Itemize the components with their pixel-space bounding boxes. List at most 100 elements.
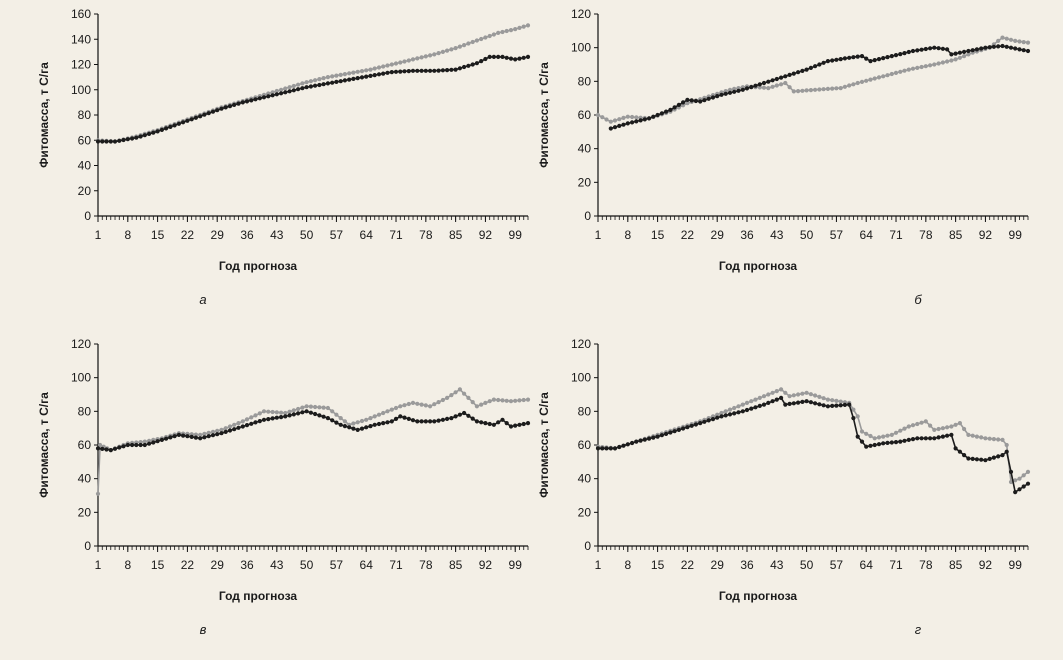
data-point-black	[270, 416, 275, 421]
data-point-black	[432, 68, 437, 73]
data-point-grey	[612, 118, 618, 123]
data-point-black	[508, 56, 514, 61]
data-point-black	[159, 127, 164, 132]
data-point-black	[800, 399, 805, 404]
data-point-grey	[385, 409, 390, 414]
data-point-grey	[1000, 35, 1005, 40]
data-point-black	[198, 436, 203, 441]
data-point-black	[385, 420, 390, 425]
data-point-black	[236, 425, 241, 430]
data-point-grey	[1004, 442, 1009, 448]
data-point-black	[749, 85, 754, 90]
data-point-grey	[428, 404, 433, 409]
data-point-black	[838, 403, 843, 408]
data-point-black	[283, 90, 288, 95]
data-point-grey	[513, 27, 518, 32]
y-tick-label: 60	[578, 438, 592, 452]
x-tick-label: 1	[595, 228, 602, 242]
data-point-grey	[625, 114, 630, 119]
data-point-black	[608, 126, 613, 131]
data-point-black	[655, 434, 660, 439]
data-point-grey	[902, 68, 907, 73]
data-point-black	[504, 55, 509, 60]
x-tick-label: 50	[800, 228, 814, 242]
data-point-black	[474, 419, 479, 424]
x-tick-label: 22	[681, 558, 695, 572]
data-point-black	[872, 442, 877, 448]
data-point-black	[325, 81, 330, 86]
y-tick-label: 40	[78, 159, 92, 173]
data-point-grey	[787, 394, 792, 399]
chart-svg: 0 20 40 60 80 100 120 1 8 15 22 29 36 43 50 57 64 71 78 85 9…	[37, 337, 531, 637]
data-point-black	[710, 95, 716, 100]
data-point-black	[249, 98, 254, 103]
data-point-black	[821, 60, 826, 65]
data-point-black	[642, 117, 647, 122]
data-point-grey	[1000, 437, 1005, 442]
data-point-black	[487, 54, 492, 60]
data-point-black	[261, 417, 267, 422]
data-point-black	[825, 404, 830, 409]
data-point-black	[525, 54, 531, 60]
data-point-grey	[915, 421, 920, 427]
data-point-black	[727, 90, 733, 95]
data-point-black	[253, 420, 258, 425]
data-point-black	[881, 56, 886, 61]
data-point-black	[634, 119, 639, 124]
data-point-grey	[147, 438, 152, 443]
data-point-grey	[436, 400, 441, 405]
data-point-grey	[491, 397, 496, 402]
data-point-black	[112, 446, 118, 451]
data-point-black	[185, 118, 190, 123]
data-point-grey	[223, 426, 228, 431]
data-point-black	[970, 48, 975, 53]
data-point-grey	[791, 393, 796, 398]
data-point-grey	[727, 87, 733, 92]
y-tick-label: 20	[578, 505, 592, 519]
data-point-black	[210, 433, 216, 438]
data-point-grey	[825, 86, 830, 91]
data-point-grey	[595, 112, 601, 118]
data-point-grey	[974, 434, 979, 439]
data-point-grey	[774, 83, 779, 88]
data-point-black	[219, 431, 224, 436]
data-point-black	[706, 96, 711, 101]
data-point-grey	[351, 421, 356, 426]
data-point-grey	[842, 84, 847, 89]
y-axis-title: Фитомасса, т С/га	[537, 62, 551, 168]
data-point-grey	[796, 89, 801, 94]
data-point-black	[1021, 484, 1026, 489]
data-point-black	[962, 49, 967, 55]
data-point-grey	[470, 400, 475, 405]
data-point-grey	[355, 420, 360, 425]
data-point-grey	[304, 404, 309, 409]
data-point-grey	[381, 410, 386, 416]
x-axis-title: Год прогноза	[719, 259, 797, 273]
data-point-black	[164, 436, 169, 441]
data-point-black	[121, 137, 126, 143]
data-point-grey	[474, 404, 479, 409]
data-point-black	[440, 68, 445, 73]
data-point-grey	[449, 393, 454, 398]
data-point-black	[1000, 43, 1005, 49]
x-tick-label: 8	[124, 228, 131, 242]
data-point-black	[325, 416, 330, 421]
y-tick-label: 60	[578, 108, 592, 122]
data-point-grey	[236, 421, 241, 426]
data-point-grey	[847, 83, 852, 88]
data-point-black	[783, 402, 788, 407]
data-point-black	[244, 423, 250, 428]
data-point-black	[676, 427, 681, 432]
data-point-grey	[457, 44, 462, 49]
x-tick-label: 1	[95, 228, 102, 242]
data-point-grey	[915, 65, 920, 70]
data-point-black	[304, 85, 309, 90]
data-point-grey	[872, 436, 877, 441]
data-point-grey	[761, 394, 767, 399]
data-point-black	[406, 69, 411, 74]
data-point-black	[440, 417, 445, 422]
data-point-grey	[876, 75, 882, 80]
data-point-black	[1021, 48, 1026, 53]
x-tick-label: 8	[624, 228, 631, 242]
data-point-black	[761, 402, 767, 407]
